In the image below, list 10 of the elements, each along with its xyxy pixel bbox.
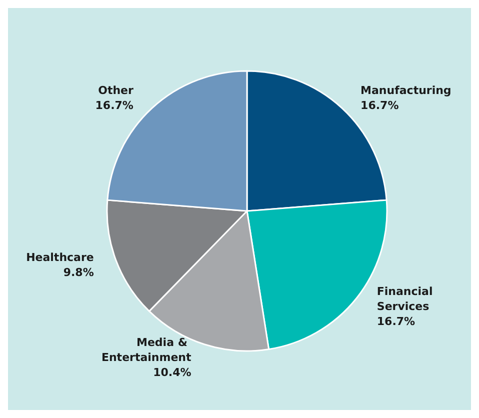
slice-label: Manufacturing xyxy=(360,84,452,97)
data-label: 9.8% xyxy=(63,266,94,280)
slice-label: Other xyxy=(98,84,134,97)
data-label: 16.7% xyxy=(95,98,134,112)
slice-label: Healthcare xyxy=(26,251,94,264)
data-label: 16.7% xyxy=(360,98,399,112)
data-label: 10.4% xyxy=(153,366,192,380)
slice-label: Financial Services xyxy=(376,284,437,313)
slice-label: Media & Entertainment xyxy=(101,336,192,364)
data-label: 16.7% xyxy=(376,314,416,328)
